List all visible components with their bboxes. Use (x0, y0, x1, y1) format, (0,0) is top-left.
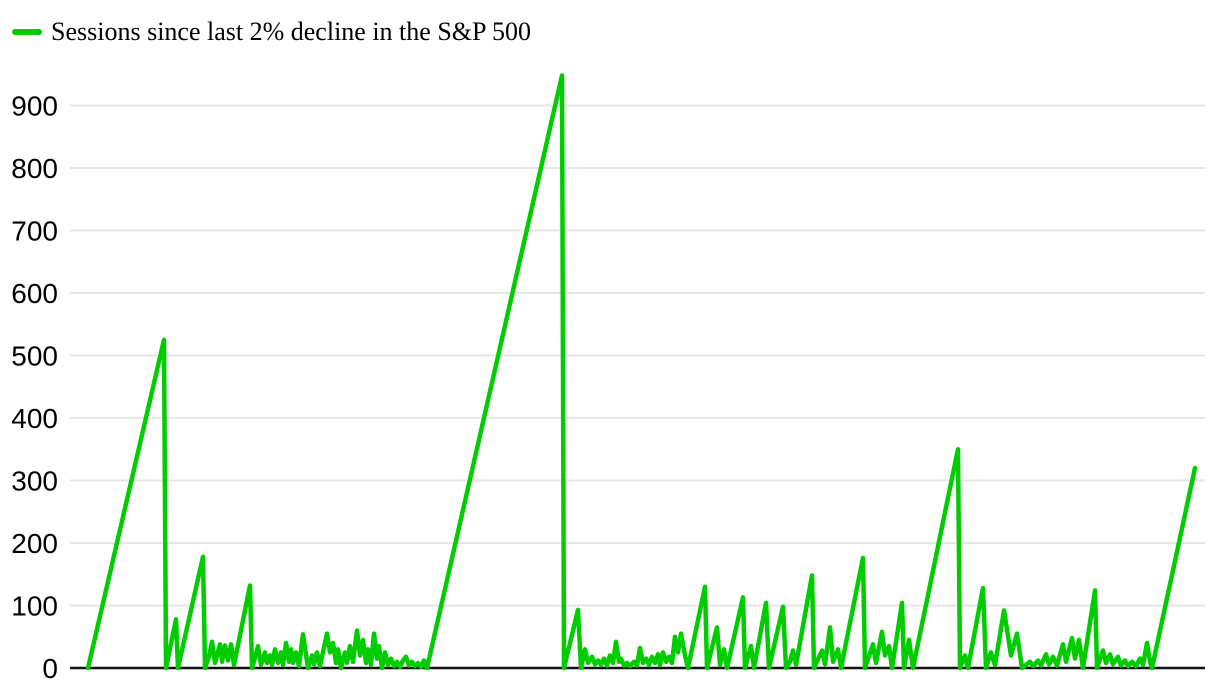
y-tick-label: 800 (11, 153, 58, 184)
y-tick-label: 0 (42, 653, 58, 682)
y-tick-label: 500 (11, 341, 58, 372)
y-tick-label: 900 (11, 91, 58, 122)
gridlines (70, 104, 1205, 607)
y-tick-label: 100 (11, 591, 58, 622)
y-tick-label: 600 (11, 278, 58, 309)
y-tick-label: 700 (11, 216, 58, 247)
chart-legend: Sessions since last 2% decline in the S&… (12, 17, 531, 47)
y-tick-label: 300 (11, 466, 58, 497)
y-axis-labels: 0 100 200 300 400 500 600 700 800 900 (11, 91, 58, 682)
legend-label: Sessions since last 2% decline in the S&… (51, 17, 531, 46)
legend-line-swatch (12, 29, 42, 35)
series-line (85, 73, 1198, 671)
y-tick-label: 400 (11, 403, 58, 434)
y-tick-label: 200 (11, 528, 58, 559)
